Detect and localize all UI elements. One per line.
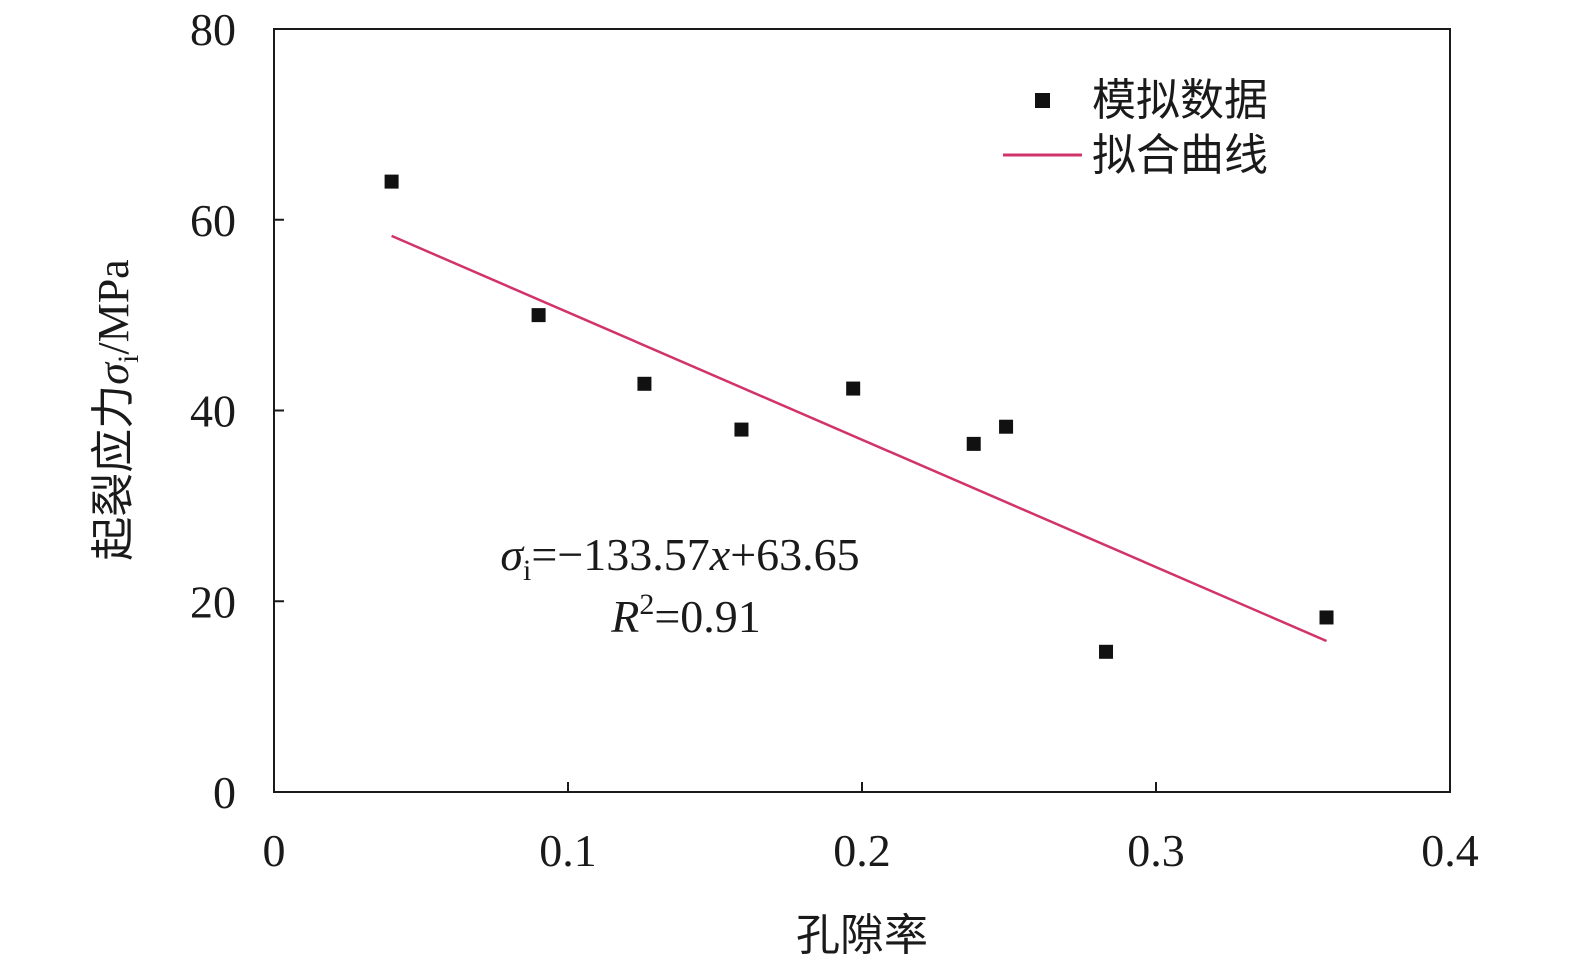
x-tick-label: 0.1 <box>539 825 597 876</box>
r-squared-symbol: R <box>610 591 639 642</box>
legend-marker-square <box>1035 93 1050 108</box>
data-point <box>999 419 1014 434</box>
data-point <box>734 422 749 437</box>
r-squared-superscript: 2 <box>639 588 654 621</box>
plot-frame <box>273 28 1451 793</box>
x-axis-ticks: 0 0.1 0.2 0.3 0.4 <box>263 782 1479 876</box>
y-axis-title-prefix: 起裂应力 <box>88 385 139 561</box>
y-axis-title: 起裂应力σi/MPa <box>88 259 145 560</box>
y-axis-title-symbol: σ <box>89 361 138 385</box>
data-point <box>1099 644 1114 659</box>
y-tick-label: 0 <box>213 767 236 818</box>
y-axis-ticks: 0 20 40 60 80 <box>190 4 284 818</box>
data-point <box>1319 610 1334 625</box>
equation-middle: =−133.57 <box>531 529 709 580</box>
data-point <box>966 436 981 451</box>
r-squared-tail: =0.91 <box>654 591 760 642</box>
y-axis-title-unit: /MPa <box>89 259 138 354</box>
fit-line <box>391 234 1328 643</box>
y-tick-label: 60 <box>190 195 236 246</box>
data-points-layer <box>384 174 1334 659</box>
equation-tail: +63.65 <box>730 529 859 580</box>
data-point <box>531 308 546 323</box>
y-tick-label: 80 <box>190 4 236 55</box>
fit-equation: σi=−133.57x+63.65 <box>500 529 859 587</box>
r-squared: R2=0.91 <box>610 588 761 642</box>
y-axis-title-subscript: i <box>112 355 145 363</box>
equation-variable: x <box>709 529 731 580</box>
data-point <box>637 376 652 391</box>
data-point <box>384 174 399 189</box>
legend-label-fit: 拟合曲线 <box>1092 130 1268 181</box>
x-axis-title: 孔隙率 <box>796 910 928 961</box>
x-tick-label: 0.4 <box>1421 825 1479 876</box>
equation-symbol: σ <box>500 529 525 580</box>
legend: 模拟数据 拟合曲线 <box>1003 75 1268 181</box>
x-tick-label: 0.3 <box>1127 825 1185 876</box>
data-point <box>846 381 861 396</box>
legend-label-data: 模拟数据 <box>1092 75 1268 126</box>
y-tick-label: 40 <box>190 386 236 437</box>
equation-subscript: i <box>523 554 531 587</box>
x-tick-label: 0.2 <box>833 825 891 876</box>
fit-line-layer <box>391 234 1328 643</box>
x-tick-label: 0 <box>263 825 286 876</box>
y-tick-label: 20 <box>190 576 236 627</box>
